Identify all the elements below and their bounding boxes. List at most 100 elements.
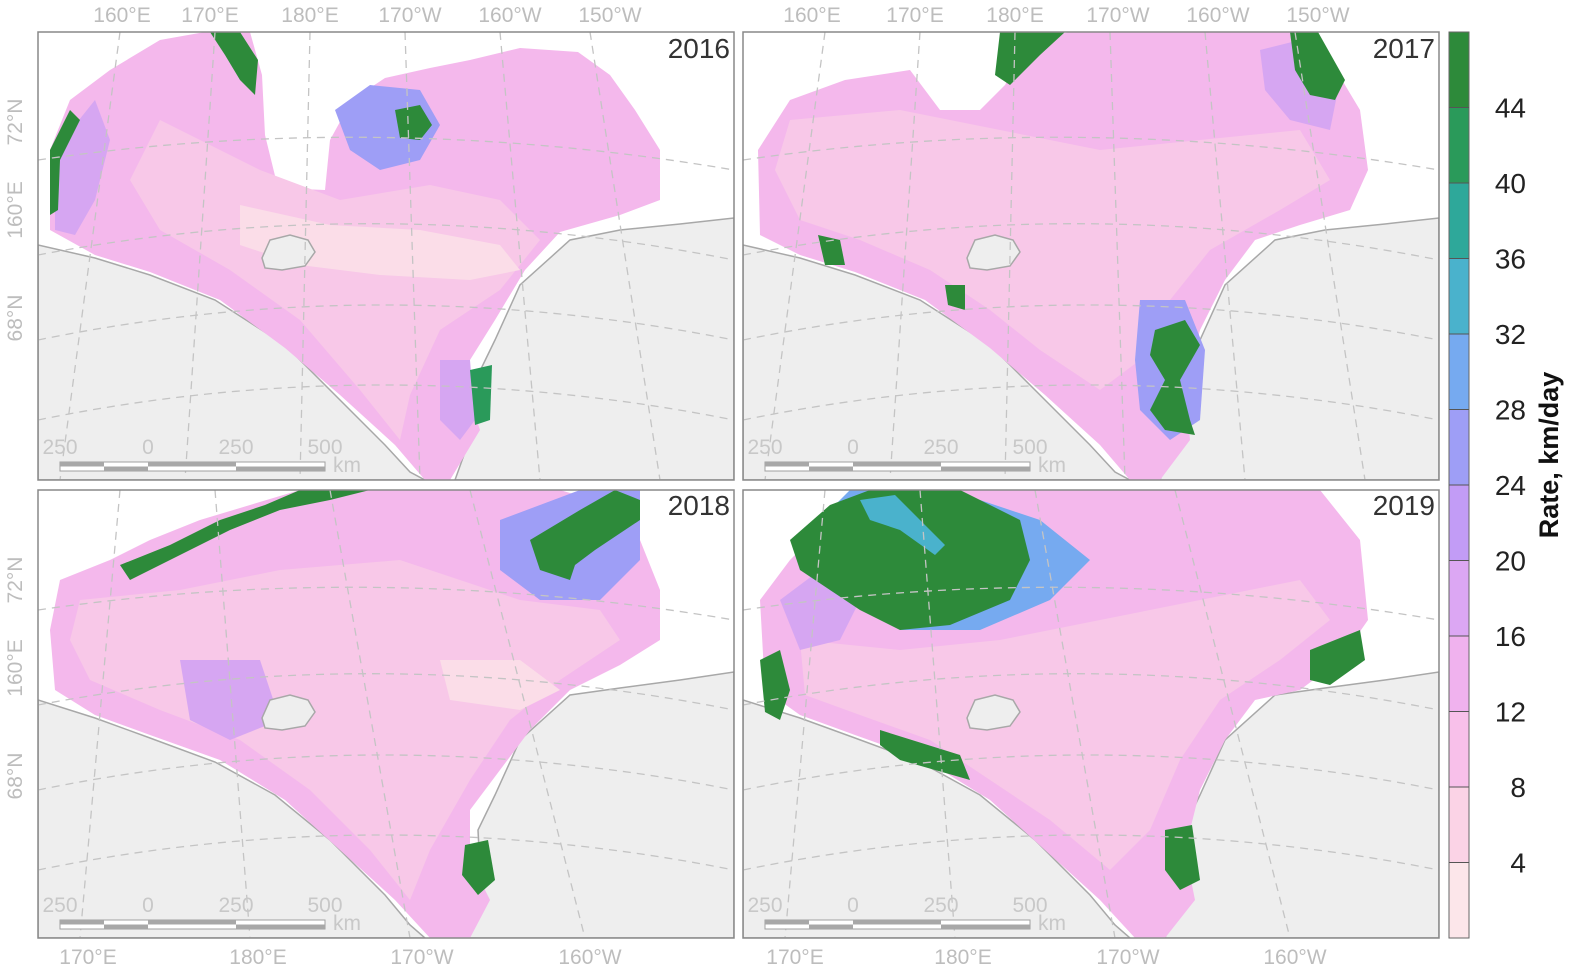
lat-label: 72°N [4,99,27,146]
rate-coast-edge [945,285,965,310]
panel-year: 2016 [668,33,730,64]
rate-high-zone [1290,32,1345,100]
lat-labels-bottom-row: 72°N 160°E 68°N [4,557,27,800]
lon-label: 160°W [558,946,621,969]
legend-tick-label: 20 [1495,546,1526,577]
scale-label: 0 [142,436,154,459]
scale-label: 250 [747,436,782,459]
scale-label: 0 [847,436,859,459]
island [966,694,1021,731]
rate-coast-edge [50,110,80,215]
legend-tick-label: 32 [1495,319,1526,350]
rate-band-mid [180,660,280,740]
lon-label: 150°W [1286,4,1349,27]
lon-label: 180°E [986,4,1043,27]
map-panel-2019: 2019 250 0 250 500 km [742,489,1440,939]
lat-label: 160°E [4,639,27,696]
bottom-lon-labels-2018: 170°E 180°E 170°W 160°W [59,946,622,969]
legend-tick-label: 28 [1495,395,1526,426]
legend-tick-label: 24 [1495,470,1526,501]
rate-high-zone [790,490,1030,630]
scale-bar: 250 0 250 500 km [747,436,1066,477]
sea-inner-light [800,580,1330,870]
legend-tick-label: 4 [1510,848,1526,879]
rate-coast-edge [1165,825,1200,890]
scale-label: 500 [307,894,342,917]
panel-frame [37,489,735,939]
lat-labels-top-row: 72°N 160°E 68°N [4,99,27,342]
legend-tick-label: 16 [1495,621,1526,652]
panel-frame [37,31,735,481]
lat-label: 68°N [4,753,27,800]
legend-color-step [1449,409,1469,486]
legend-tick-label: 40 [1495,168,1526,199]
legend-tick-label: 36 [1495,244,1526,275]
rate-high-zone [1150,320,1200,435]
map-panel-2017: 2017 250 0 250 500 km [742,31,1440,481]
lon-label: 170°E [181,4,238,27]
lon-label: 170°W [378,4,441,27]
rate-band-mid [440,360,475,440]
scale-label: 0 [142,894,154,917]
lon-label: 170°W [390,946,453,969]
panel-year: 2018 [668,490,730,521]
lon-label: 160°E [93,4,150,27]
legend-color-step [1449,107,1469,184]
graticule [38,490,734,938]
legend-color-step [1449,711,1469,788]
lat-label: 160°E [4,181,27,238]
scale-unit: km [1038,912,1066,935]
scale-bar: 250 0 250 500 km [42,894,361,935]
scale-unit: km [1038,454,1066,477]
island [261,694,316,731]
scale-label: 500 [1012,436,1047,459]
sea-inner-lighter [440,660,560,710]
rate-coast-edge [818,235,845,265]
rate-coast-edge [760,650,790,720]
panel-year: 2017 [1373,33,1435,64]
land-mass [38,244,426,480]
legend-color-step [1449,787,1469,863]
rate-high-zone [530,490,640,580]
rate-coast-edge [470,365,492,425]
rate-coast-edge [995,32,1065,85]
sea-inner-light [70,560,620,900]
legend-color-step [1449,334,1469,410]
rate-coast-edge [462,840,495,895]
legend-tick-label: 12 [1495,697,1526,728]
lon-label: 170°W [1096,946,1159,969]
panel-year: 2019 [1373,490,1435,521]
lon-label: 170°E [766,946,823,969]
island [966,234,1021,271]
top-lon-labels-2017: 160°E 170°E 180°E 170°W 160°W 150°W [783,4,1350,27]
legend-color-step [1449,862,1469,939]
lon-label: 160°W [1263,946,1326,969]
rate-high-zone [210,32,258,95]
legend-tick-label: 44 [1495,93,1526,124]
lat-label: 68°N [4,295,27,342]
scale-bar: 250 0 250 500 km [42,436,361,477]
rate-coast-edge [880,730,970,780]
lat-label: 72°N [4,557,27,604]
panel-frame [742,31,1440,481]
lon-label: 170°E [886,4,943,27]
graticule [743,490,1439,938]
scale-label: 250 [218,436,253,459]
map-panel-2018: 2018 250 0 250 500 km [37,489,735,939]
scale-unit: km [333,454,361,477]
panel-frame [742,489,1440,939]
legend-color-step [1449,183,1469,259]
scale-label: 500 [1012,894,1047,917]
scale-unit: km [333,912,361,935]
scale-label: 250 [923,894,958,917]
sea-inner-lighter [240,205,520,280]
legend-color-bar [1449,32,1469,939]
scale-label: 500 [307,436,342,459]
land-mass [743,244,1131,480]
legend-color-step [1449,258,1469,335]
lon-label: 180°E [281,4,338,27]
lon-label: 160°W [1186,4,1249,27]
rate-high-zone [395,105,432,140]
scale-label: 250 [42,436,77,459]
lon-label: 180°E [934,946,991,969]
